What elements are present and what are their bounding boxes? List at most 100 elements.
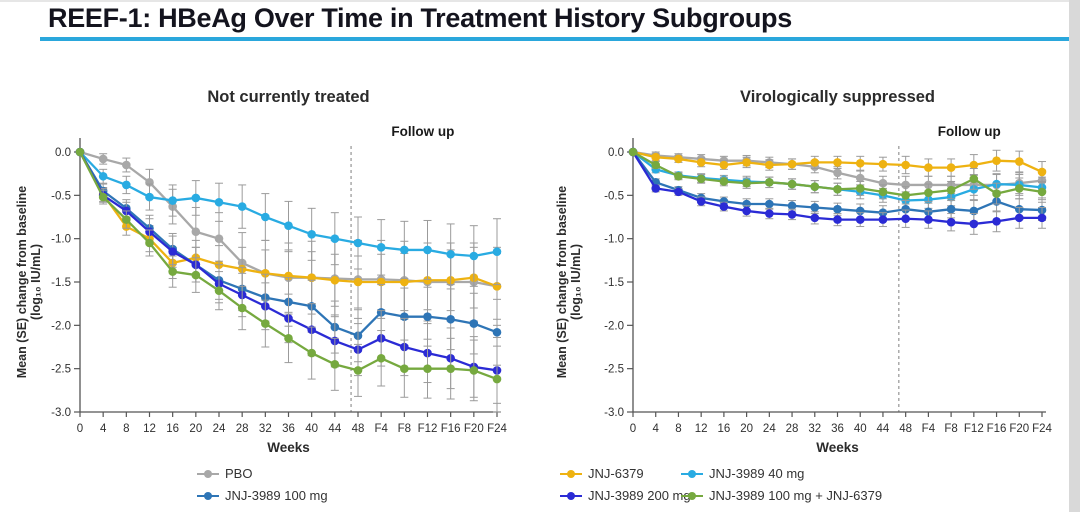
data-point xyxy=(878,215,888,224)
data-point xyxy=(75,147,85,157)
data-point xyxy=(307,348,316,358)
data-point xyxy=(833,204,842,214)
legend-item-pbo: PBO xyxy=(197,466,252,481)
x-tick-label: 16 xyxy=(717,423,730,435)
legend-dot-jnj3989_100_6379 xyxy=(688,491,696,500)
data-point xyxy=(1037,213,1047,223)
data-point xyxy=(98,192,108,202)
data-point xyxy=(261,319,270,328)
data-point xyxy=(969,219,979,229)
legend-label-jnj3989_100_6379: JNJ-3989 100 mg + JNJ-6379 xyxy=(709,488,883,503)
data-point xyxy=(946,217,956,227)
y-axis-label: Mean (SE) change from baseline(log₁₀ IU/… xyxy=(555,186,583,378)
data-point xyxy=(810,158,820,167)
data-point xyxy=(901,204,910,214)
x-tick-label: 8 xyxy=(675,423,681,435)
data-point xyxy=(674,154,683,164)
data-point xyxy=(261,269,270,278)
data-point xyxy=(719,202,729,211)
x-tick-label: F8 xyxy=(398,423,411,435)
x-tick-label: 24 xyxy=(763,423,776,435)
chart-not-currently-treated: Not currently treated Follow up 0.0 -0.5 -1.… xyxy=(15,88,508,455)
y-tick-label: -1.5 xyxy=(51,277,71,289)
legend-item-jnj3989_100: JNJ-3989 100 mg xyxy=(197,488,328,503)
legend-item-jnj3989_200: JNJ-3989 200 mg xyxy=(560,488,691,503)
y-tick-label: -2.0 xyxy=(604,320,624,332)
x-tick-label: 48 xyxy=(352,423,365,435)
legend-item-jnj6379: JNJ-6379 xyxy=(560,466,644,481)
data-point xyxy=(696,197,706,206)
x-tick-label: 40 xyxy=(305,423,318,435)
data-point xyxy=(992,217,1001,226)
x-tick-label: 16 xyxy=(166,423,179,435)
data-point xyxy=(924,215,933,224)
data-point xyxy=(833,184,842,194)
x-axis-label: Weeks xyxy=(267,440,310,455)
data-point xyxy=(423,312,432,321)
followup-label: Follow up xyxy=(938,124,1001,139)
data-point xyxy=(423,275,432,285)
data-point xyxy=(992,156,1001,165)
legend-label-jnj3989_200: JNJ-3989 200 mg xyxy=(588,488,691,503)
x-tick-labels: 0 4 8 12 16 20 24 28 32 36 40 44 48 F4 F8 F12 F16 F20 F24 xyxy=(630,412,1053,435)
title-underline xyxy=(40,37,1069,41)
data-point xyxy=(353,277,363,287)
data-point xyxy=(353,238,363,248)
x-tick-label: 48 xyxy=(899,423,912,435)
x-tick-label: F12 xyxy=(418,423,438,435)
data-point xyxy=(191,270,201,280)
x-tick-label: F20 xyxy=(1009,423,1029,435)
data-point xyxy=(400,277,409,287)
data-point xyxy=(765,178,774,187)
legend-label-jnj3989_40: JNJ-3989 40 mg xyxy=(709,466,805,481)
data-point xyxy=(833,215,842,224)
series-jnj3989_40 xyxy=(75,147,502,287)
data-point xyxy=(833,158,842,167)
data-point xyxy=(1014,213,1024,223)
data-point xyxy=(810,213,820,223)
data-point xyxy=(742,178,751,188)
y-tick-labels: 0.0 -0.5 -1.0 -1.5 -2.0 -2.5 -3.0 xyxy=(51,147,80,419)
data-point xyxy=(696,158,706,167)
data-point xyxy=(469,251,479,261)
data-point xyxy=(787,210,797,219)
data-point xyxy=(168,196,177,205)
legend-marker-jnj6379 xyxy=(560,469,582,478)
data-point xyxy=(901,160,910,170)
data-point xyxy=(742,158,751,167)
legend-marker-jnj3989_100_6379 xyxy=(681,491,703,500)
data-point xyxy=(353,366,363,375)
data-point xyxy=(719,177,729,186)
data-point xyxy=(1014,184,1024,193)
data-point xyxy=(855,215,865,224)
data-point xyxy=(810,203,820,212)
chart-title: Not currently treated xyxy=(207,88,369,106)
x-tick-label: 44 xyxy=(877,423,890,435)
legend-marker-jnj3989_100 xyxy=(197,491,219,500)
legend-marker-jnj3989_200 xyxy=(560,491,582,500)
legend-item-jnj3989_100_6379: JNJ-3989 100 mg + JNJ-6379 xyxy=(681,488,882,503)
x-tick-label: 28 xyxy=(786,423,799,435)
x-tick-label: 0 xyxy=(77,423,83,435)
data-point xyxy=(122,180,131,190)
data-point xyxy=(330,275,340,285)
data-point xyxy=(651,160,661,170)
legend-label-jnj6379: JNJ-6379 xyxy=(588,466,644,481)
data-point xyxy=(765,199,774,209)
y-tick-label: -0.5 xyxy=(51,190,71,202)
data-point xyxy=(307,230,316,239)
data-point xyxy=(330,360,340,369)
y-tick-label: 0.0 xyxy=(55,147,71,159)
x-tick-label: F16 xyxy=(987,423,1007,435)
data-point xyxy=(833,168,842,178)
data-point xyxy=(330,234,340,243)
chart-virologically-suppressed: Virologically suppressed Follow up 0.0 -0.5… xyxy=(555,88,1053,455)
data-point xyxy=(191,193,201,203)
data-point xyxy=(98,154,108,164)
legend-label-jnj3989_100: JNJ-3989 100 mg xyxy=(225,488,328,503)
data-point xyxy=(946,185,956,195)
data-point xyxy=(492,247,502,256)
x-tick-label: 12 xyxy=(143,423,156,435)
y-tick-label: -1.0 xyxy=(51,234,71,246)
data-point xyxy=(696,174,706,184)
